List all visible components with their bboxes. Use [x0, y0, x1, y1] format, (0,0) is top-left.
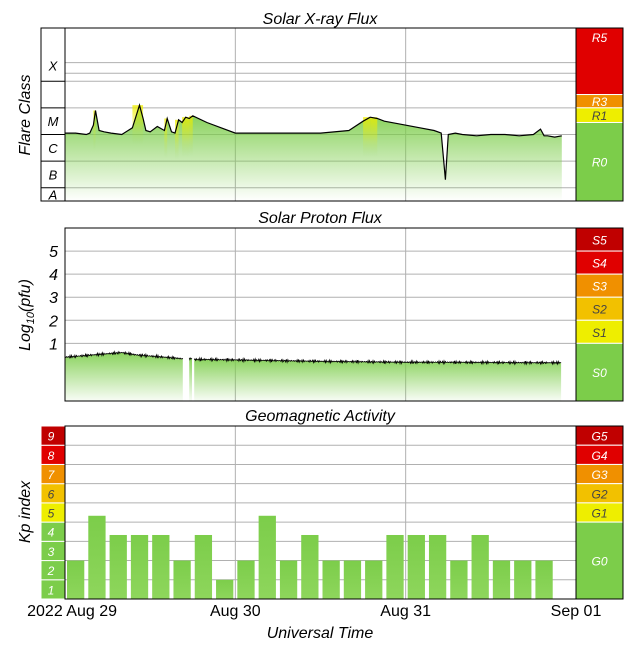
- radio-blackout-label-r0: R0: [592, 156, 608, 170]
- kp-bar: [130, 534, 149, 599]
- x-tick-label: Aug 31: [380, 603, 431, 620]
- xray-flux-highlight: [182, 117, 186, 158]
- kp-bar: [407, 534, 425, 599]
- kp-bar: [67, 560, 85, 599]
- radio-blackout-band-r0: [575, 121, 624, 202]
- kp-level-label: 8: [48, 449, 55, 463]
- geomag-title: Geomagnetic Activity: [245, 408, 396, 425]
- kp-bar: [237, 560, 255, 599]
- radio-blackout-label-r3: R3: [592, 95, 608, 109]
- flare-class-label-c: C: [48, 141, 58, 156]
- x-tick-label: 2022 Aug 29: [27, 603, 117, 620]
- kp-level-label: 4: [48, 526, 55, 540]
- geomag-storm-label-g0: G0: [591, 555, 607, 569]
- x-axis-label: Universal Time: [267, 625, 374, 642]
- geomag-storm-label-g4: G4: [591, 449, 607, 463]
- xray-flux-highlight: [363, 117, 371, 158]
- kp-bar: [216, 579, 234, 599]
- kp-bar: [301, 534, 319, 599]
- kp-bar: [258, 515, 276, 599]
- proton-flux-area: [189, 357, 192, 401]
- geomag-storm-label-g2: G2: [591, 487, 607, 501]
- xray-flux-highlight: [175, 119, 179, 160]
- kp-bar: [492, 560, 511, 599]
- radiation-storm-label-s5: S5: [592, 234, 607, 248]
- kp-bar: [194, 534, 213, 599]
- proton-ylabel: Log10(pfu): [17, 279, 37, 351]
- proton-flux-area: [65, 351, 183, 401]
- xray-flux-highlight: [93, 110, 96, 151]
- flare-class-label-b: B: [49, 167, 58, 182]
- kp-level-label: 5: [48, 507, 55, 521]
- xray-title: Solar X-ray Flux: [263, 11, 379, 28]
- kp-bar: [279, 560, 298, 599]
- radiation-scale-frame: [575, 227, 624, 402]
- radio-blackout-label-r5: R5: [592, 31, 608, 45]
- proton-flux-line: [193, 356, 562, 366]
- kp-bar: [88, 515, 106, 599]
- proton-ytick-label: 3: [49, 290, 58, 307]
- radio-blackout-label-r1: R1: [592, 109, 607, 123]
- kp-bar: [471, 534, 489, 599]
- geomag-storm-label-g3: G3: [591, 468, 607, 482]
- kp-bar: [322, 560, 340, 599]
- radiation-storm-label-s3: S3: [592, 280, 607, 294]
- proton-title: Solar Proton Flux: [258, 210, 383, 227]
- geomag-storm-band-g0: [575, 521, 624, 600]
- proton-flux-line: [188, 357, 193, 361]
- kp-level-label: 9: [48, 430, 55, 444]
- xray-flux-highlight: [132, 105, 140, 146]
- radiation-storm-band-s0: [575, 342, 624, 402]
- geomag-storm-label-g1: G1: [591, 507, 607, 521]
- flare-class-label-x: X: [48, 58, 59, 73]
- radiation-storm-label-s4: S4: [592, 257, 607, 271]
- proton-ytick-label: 5: [49, 244, 58, 261]
- kp-bar: [386, 534, 404, 599]
- proton-ytick-label: 1: [49, 336, 58, 353]
- proton-flux-area: [194, 358, 562, 401]
- xray-flux-line: [65, 103, 562, 180]
- kp-level-label: 7: [48, 468, 56, 482]
- radiation-storm-label-s2: S2: [592, 303, 607, 317]
- x-tick-label: Aug 30: [210, 603, 261, 620]
- xray-flux-highlight: [185, 117, 190, 158]
- kp-bar: [173, 560, 191, 599]
- proton-ytick-label: 2: [48, 313, 58, 330]
- xray-ylabel: Flare Class: [17, 75, 34, 156]
- kp-level-label: 6: [48, 487, 55, 501]
- flare-class-label-m: M: [48, 114, 59, 129]
- xray-flux-highlight: [164, 118, 168, 159]
- xray-flux-highlight: [139, 105, 144, 146]
- kp-level-label: 1: [48, 583, 55, 597]
- geomag-storm-label-g5: G5: [591, 430, 607, 444]
- flare-class-column: [40, 27, 66, 202]
- kp-bar: [365, 560, 383, 599]
- kp-level-label: 3: [48, 545, 55, 559]
- flare-class-label-a: A: [48, 187, 58, 202]
- geomag-scale-frame: [575, 425, 624, 600]
- kp-bar: [535, 560, 553, 599]
- kp-bar: [343, 560, 362, 599]
- kp-level-label: 2: [47, 564, 55, 578]
- geomag-ylabel: Kp index: [17, 480, 34, 543]
- kp-bar: [428, 534, 447, 599]
- proton-flux-line: [64, 350, 184, 361]
- radiation-storm-label-s1: S1: [592, 326, 607, 340]
- kp-bar: [514, 560, 532, 599]
- xray-flux-highlight: [189, 115, 193, 156]
- kp-bar: [152, 534, 170, 599]
- radio-scale-frame: [575, 27, 624, 202]
- proton-ytick-label: 4: [49, 267, 58, 284]
- kp-bar: [450, 560, 468, 599]
- radio-blackout-band-r5: [575, 27, 624, 96]
- kp-bar: [109, 534, 127, 599]
- xray-flux-highlight: [370, 117, 378, 158]
- x-tick-label: Sep 01: [551, 603, 602, 620]
- radiation-storm-label-s0: S0: [592, 366, 607, 380]
